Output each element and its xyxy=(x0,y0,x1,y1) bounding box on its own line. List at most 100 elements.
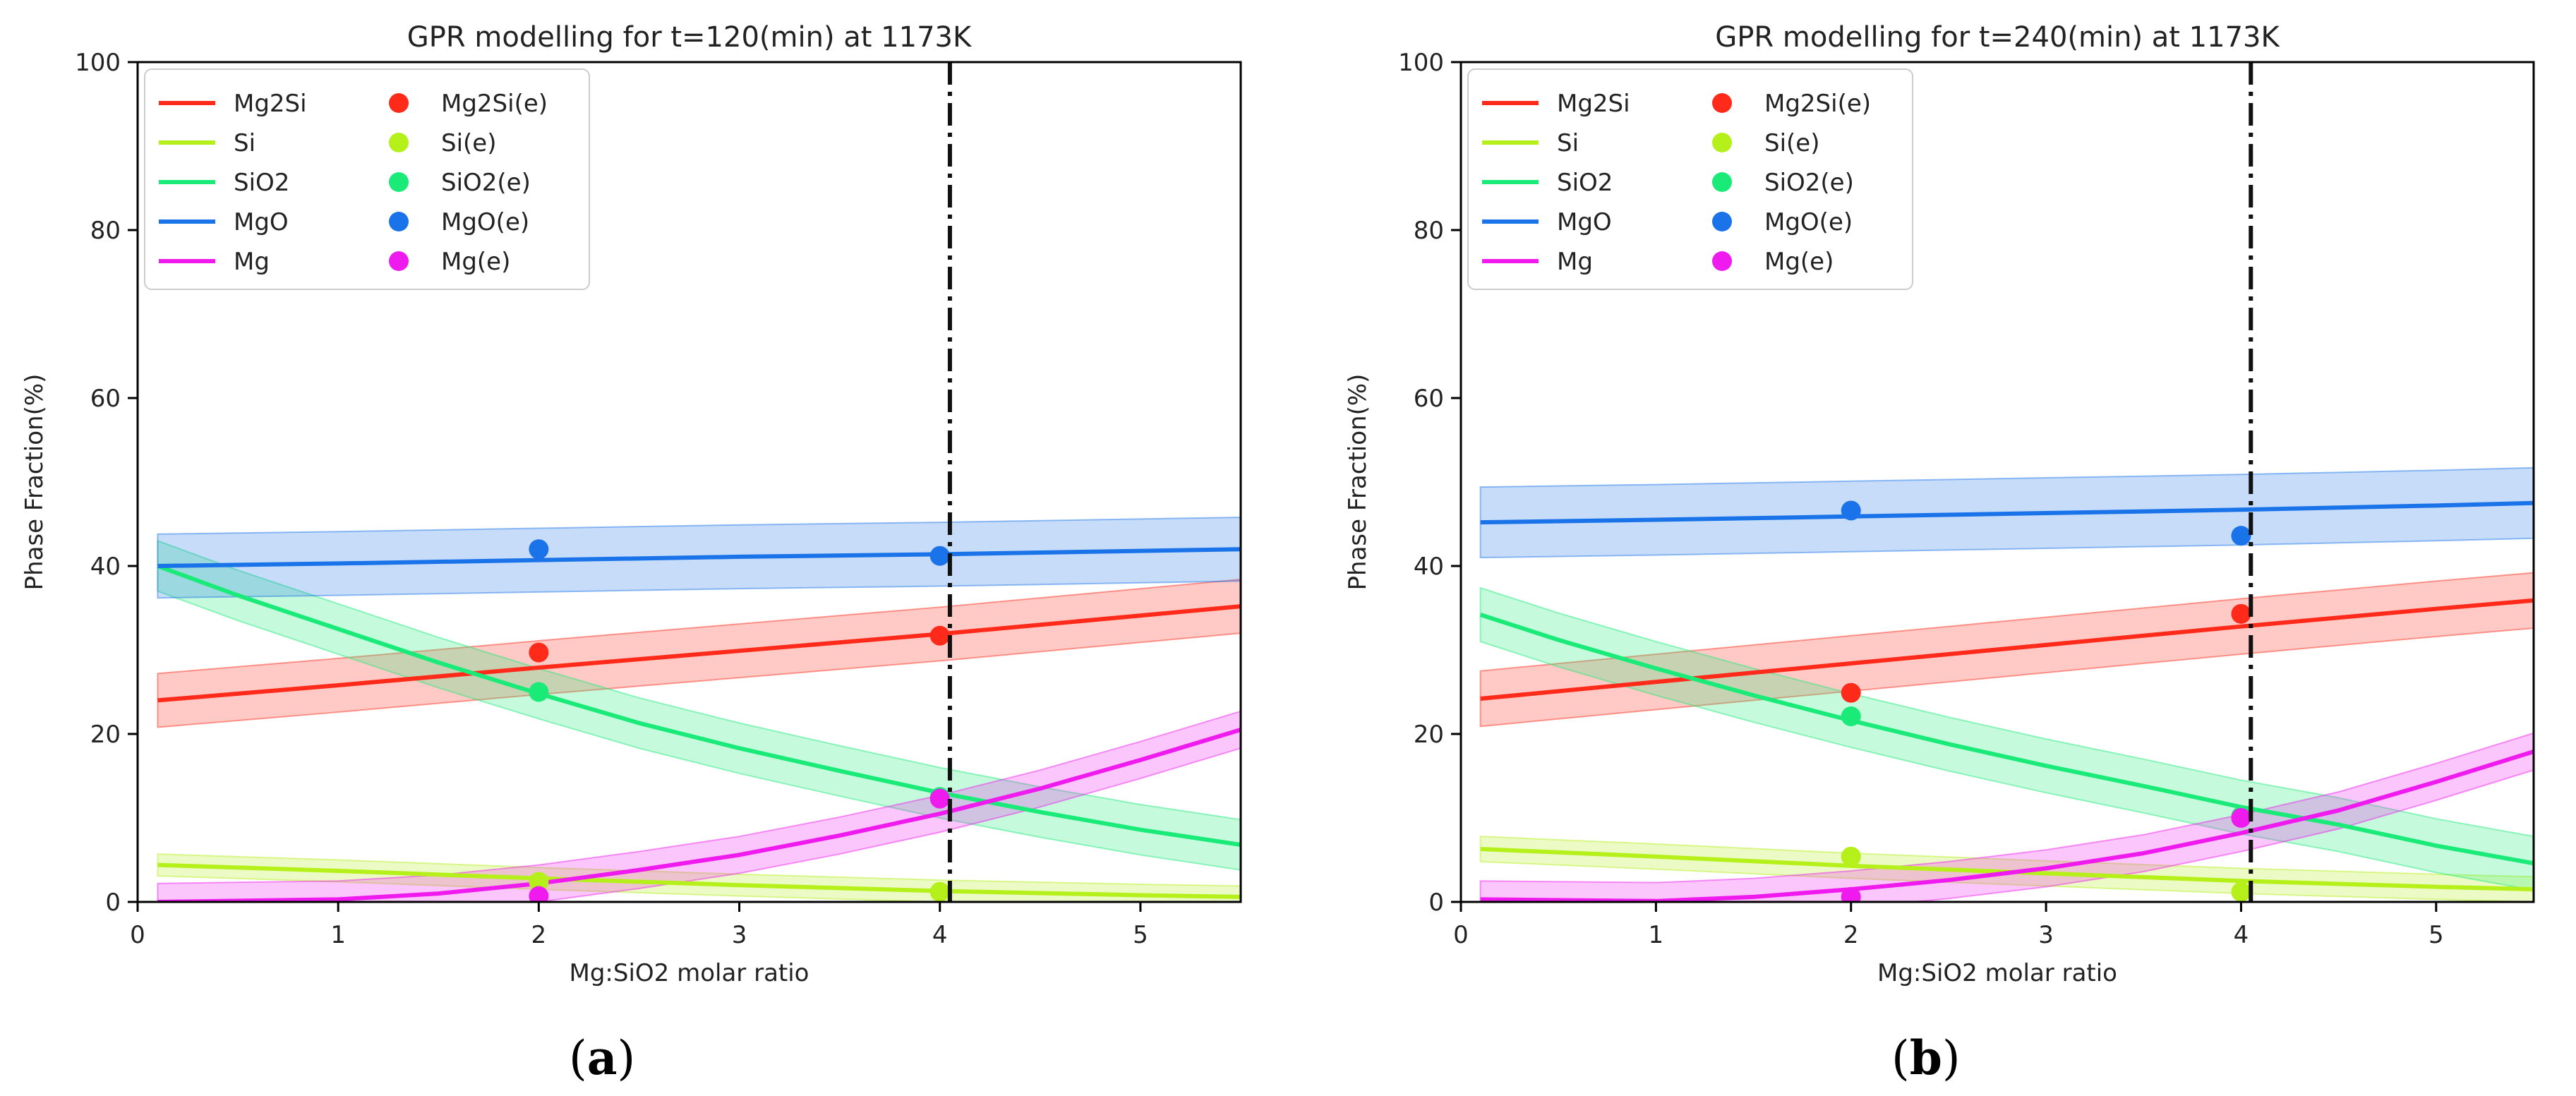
legend-label: MgO xyxy=(1557,208,1612,236)
legend: Mg2Si Mg2Si(e) Si Si(e) SiO2 SiO2(e) MgO MgO(e)… xyxy=(144,68,590,290)
series-line-mg2si xyxy=(1480,598,2534,701)
y-tick-label: 40 xyxy=(1414,553,1444,581)
legend-point-swatch xyxy=(1712,251,1732,271)
exp-point-mgo-0 xyxy=(529,539,549,560)
exp-point-mgo-0 xyxy=(1841,500,1861,521)
y-tick-label: 80 xyxy=(1414,217,1444,245)
legend-label: MgO xyxy=(234,208,289,236)
y-tick-label: 60 xyxy=(90,385,121,413)
exp-point-mg-1 xyxy=(929,788,950,809)
x-tick-label: 2 xyxy=(1843,921,1859,949)
legend: Mg2Si Mg2Si(e) Si Si(e) SiO2 SiO2(e) MgO MgO(e)… xyxy=(1467,68,1913,290)
x-tick-label: 0 xyxy=(130,921,145,949)
series-line-mg xyxy=(1480,749,2534,902)
legend-label: Mg xyxy=(1557,248,1593,276)
exp-point-mg2si-1 xyxy=(929,625,950,646)
legend-box xyxy=(1467,68,1913,290)
panel-tag-b: (b) xyxy=(1891,1030,1961,1085)
legend-point-swatch xyxy=(389,251,409,271)
panel-tag-a: (a) xyxy=(569,1030,636,1085)
x-tick-label: 5 xyxy=(1133,921,1148,949)
legend-label: SiO2 xyxy=(234,169,289,197)
legend-point-swatch xyxy=(389,133,409,152)
legend-label: Mg xyxy=(234,248,270,276)
x-tick-label: 3 xyxy=(732,921,747,949)
legend-point-swatch xyxy=(1712,133,1732,152)
x-tick-label: 0 xyxy=(1453,921,1469,949)
legend-label: Mg(e) xyxy=(441,248,510,276)
x-axis-label: Mg:SiO2 molar ratio xyxy=(1877,959,2117,987)
series-line-mg2si xyxy=(157,604,1241,703)
legend-label: Mg(e) xyxy=(1764,248,1834,276)
x-tick-label: 4 xyxy=(2234,921,2249,949)
plot-area xyxy=(1479,62,2534,902)
exp-point-sio2-0 xyxy=(529,682,549,702)
chart-panel-a: GPR modelling for t=120(min) at 1173K 0 1 2… xyxy=(20,21,1242,987)
legend-label: Si(e) xyxy=(1764,129,1819,157)
legend-label: Si xyxy=(1557,129,1579,157)
legend-label: MgO(e) xyxy=(441,208,529,236)
legend-point-swatch xyxy=(1712,93,1732,113)
exp-point-si-1 xyxy=(929,881,950,902)
legend-point-swatch xyxy=(389,172,409,192)
y-tick-label: 60 xyxy=(1414,385,1444,413)
exp-point-mgo-1 xyxy=(2231,526,2251,546)
legend-label: Mg2Si xyxy=(1557,90,1630,118)
exp-point-mg2si-1 xyxy=(2231,603,2251,624)
exp-point-mg-1 xyxy=(2231,808,2251,828)
y-tick-label: 40 xyxy=(90,553,121,581)
series-line-sio2 xyxy=(1479,613,2534,866)
y-axis-label: Phase Fraction(%) xyxy=(1344,374,1372,591)
exp-point-mgo-1 xyxy=(929,546,950,566)
exp-point-si-0 xyxy=(529,872,549,892)
x-axis-label: Mg:SiO2 molar ratio xyxy=(570,959,809,987)
legend-point-swatch xyxy=(389,93,409,113)
legend-label: Si xyxy=(234,129,255,157)
y-tick-label: 20 xyxy=(1414,721,1444,749)
exp-point-si-0 xyxy=(1841,846,1861,867)
legend-point-swatch xyxy=(1712,212,1732,231)
exp-point-si-1 xyxy=(2231,881,2251,902)
legend-box xyxy=(144,68,590,290)
confidence-band-mg xyxy=(1479,732,2534,902)
exp-point-mg2si-0 xyxy=(1841,682,1861,703)
chart-title: GPR modelling for t=240(min) at 1173K xyxy=(1715,21,2280,54)
legend-label: SiO2 xyxy=(1557,169,1613,197)
series-line-sio2 xyxy=(157,564,1241,848)
y-tick-label: 0 xyxy=(105,889,121,917)
axes-frame xyxy=(1459,61,2535,903)
x-tick-label: 1 xyxy=(330,921,346,949)
exp-point-sio2-0 xyxy=(1841,706,1861,727)
legend-label: SiO2(e) xyxy=(441,169,531,197)
confidence-band-si xyxy=(1479,836,2534,902)
legend-label: MgO(e) xyxy=(1764,208,1853,236)
legend-label: Mg2Si xyxy=(234,90,307,118)
plot-area xyxy=(157,62,1241,902)
legend-label: Mg2Si(e) xyxy=(441,90,548,118)
series-line-mgo xyxy=(1480,500,2534,525)
chart-panel-b: GPR modelling for t=240(min) at 1173K 0 1 2… xyxy=(1344,21,2535,987)
series-line-mgo xyxy=(157,547,1241,568)
legend-label: SiO2(e) xyxy=(1764,169,1854,197)
y-tick-label: 20 xyxy=(90,721,121,749)
confidence-band-mg xyxy=(157,710,1241,902)
chart-title: GPR modelling for t=120(min) at 1173K xyxy=(407,21,973,54)
series-line-si xyxy=(1480,847,2534,892)
x-tick-label: 4 xyxy=(932,921,948,949)
series-line-si xyxy=(157,862,1241,899)
x-tick-label: 3 xyxy=(2038,921,2054,949)
legend-point-swatch xyxy=(1712,172,1732,192)
legend-label: Mg2Si(e) xyxy=(1764,90,1871,118)
x-tick-label: 1 xyxy=(1649,921,1664,949)
series-line-mg xyxy=(157,728,1241,902)
y-axis-label: Phase Fraction(%) xyxy=(20,374,49,591)
exp-point-mg2si-0 xyxy=(529,642,549,663)
x-tick-label: 5 xyxy=(2428,921,2444,949)
x-tick-label: 2 xyxy=(531,921,547,949)
y-tick-label: 0 xyxy=(1428,889,1444,917)
legend-label: Si(e) xyxy=(441,129,496,157)
y-tick-label: 100 xyxy=(1398,49,1444,77)
legend-point-swatch xyxy=(389,212,409,231)
axes-frame xyxy=(136,61,1242,903)
